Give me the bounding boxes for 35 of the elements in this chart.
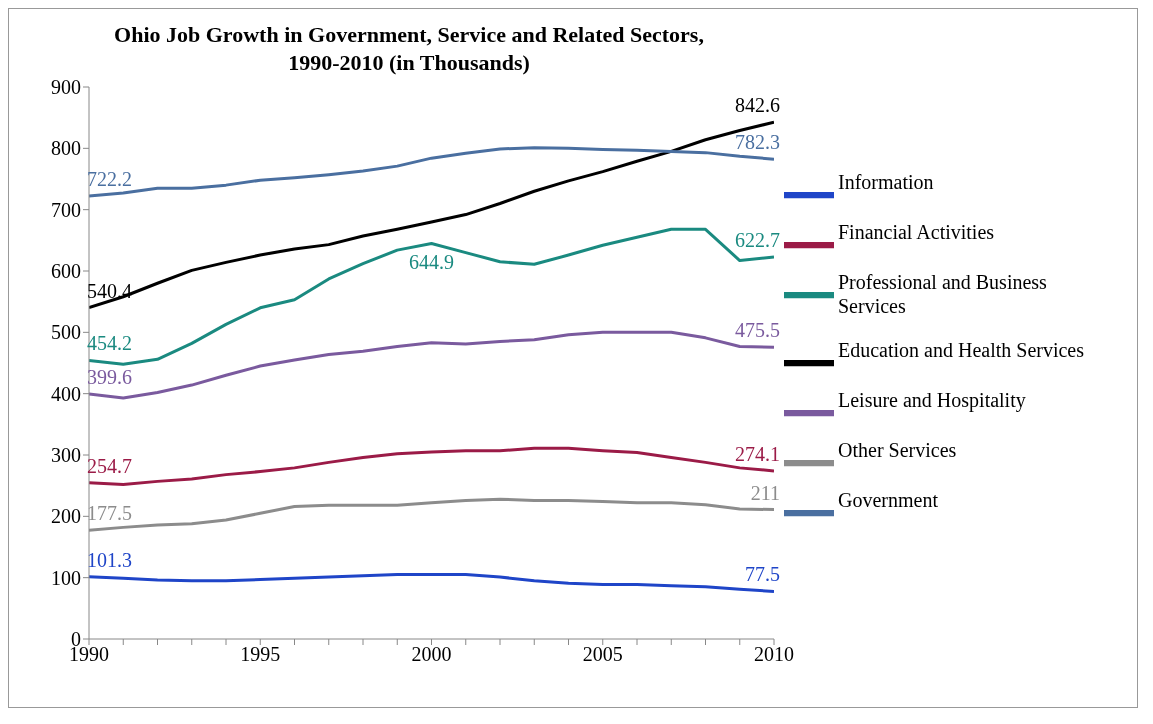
data-label: 177.5 bbox=[87, 502, 132, 525]
y-tick-label: 200 bbox=[51, 505, 81, 528]
data-label: 274.1 bbox=[735, 442, 780, 465]
data-label: 622.7 bbox=[735, 229, 780, 252]
x-tick-label: 1995 bbox=[240, 643, 281, 666]
data-label: 454.2 bbox=[87, 332, 132, 355]
x-tick-label: 2005 bbox=[582, 643, 623, 666]
data-label: 101.3 bbox=[87, 548, 132, 571]
data-label: 722.2 bbox=[87, 168, 132, 191]
y-tick-label: 300 bbox=[51, 444, 81, 467]
legend-label: Other Services bbox=[838, 438, 957, 462]
data-label: 644.9 bbox=[409, 251, 454, 274]
data-label: 842.6 bbox=[735, 94, 780, 117]
data-label: 782.3 bbox=[735, 131, 780, 154]
legend-label: Leisure and Hospitality bbox=[838, 388, 1026, 412]
chart-title: Ohio Job Growth in Government, Service and Related Sectors, 1990-2010 (in Thousands) bbox=[113, 21, 705, 77]
legend-label: Financial Activities bbox=[838, 220, 995, 244]
data-label: 399.6 bbox=[87, 365, 132, 388]
legend-label: Information bbox=[838, 170, 934, 194]
legend-label: Government bbox=[838, 488, 938, 512]
data-label: 77.5 bbox=[745, 563, 780, 586]
x-tick-label: 2010 bbox=[754, 643, 794, 666]
data-label: 475.5 bbox=[735, 319, 780, 342]
data-label: 254.7 bbox=[87, 454, 132, 477]
y-tick-label: 400 bbox=[51, 382, 81, 405]
y-tick-label: 700 bbox=[51, 198, 81, 221]
legend-label: Education and Health Services bbox=[838, 338, 1085, 362]
x-tick-label: 2000 bbox=[411, 643, 452, 666]
y-tick-label: 900 bbox=[51, 76, 81, 99]
legend-label: Professional and Business Services bbox=[838, 270, 1048, 318]
y-tick-label: 600 bbox=[51, 260, 81, 283]
y-tick-label: 500 bbox=[51, 321, 81, 344]
y-tick-label: 800 bbox=[51, 137, 81, 160]
data-label: 211 bbox=[750, 481, 780, 504]
y-tick-label: 100 bbox=[51, 566, 81, 589]
